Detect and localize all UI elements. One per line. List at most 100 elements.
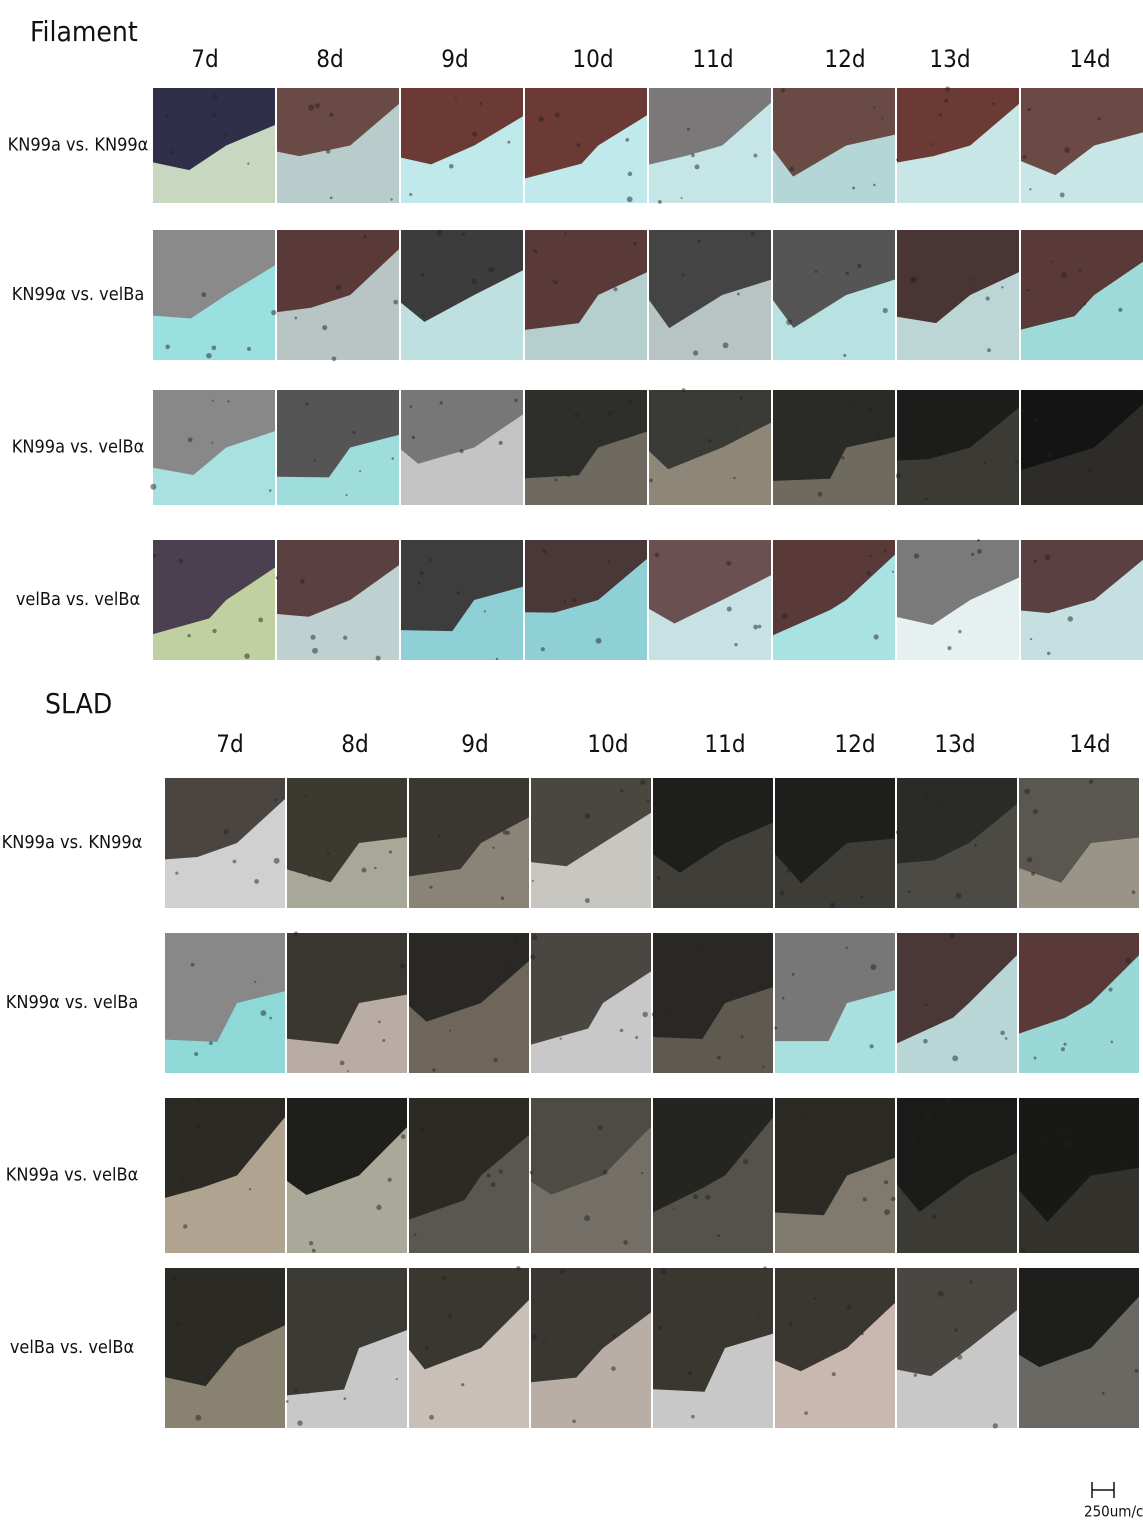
speck (254, 879, 259, 884)
colony (773, 390, 895, 481)
speck (559, 1037, 562, 1040)
speck (305, 402, 309, 406)
speck (949, 933, 956, 939)
speck (957, 1354, 963, 1360)
colony (409, 778, 529, 877)
row-label: KN99α vs. velBa (12, 284, 145, 305)
speck (178, 558, 184, 564)
micrograph (773, 390, 895, 505)
speck (860, 1332, 864, 1336)
colony (409, 1268, 529, 1370)
speck (212, 628, 217, 634)
speck (739, 395, 744, 400)
colony (165, 778, 285, 860)
speck (1026, 288, 1029, 292)
micrograph (287, 778, 407, 908)
speck (388, 850, 393, 854)
speck (514, 398, 518, 402)
speck (884, 414, 889, 418)
row-label: KN99a vs. KN99α (2, 832, 143, 853)
speck (314, 103, 320, 109)
speck (454, 97, 458, 100)
micrograph (775, 778, 895, 909)
micrograph (153, 540, 275, 660)
day-label: 8d (341, 730, 368, 758)
speck (1053, 609, 1056, 612)
speck (716, 1055, 721, 1060)
micrograph (531, 1268, 651, 1428)
speck (1059, 192, 1065, 198)
speck (612, 1334, 617, 1338)
speck (626, 196, 633, 203)
speck (495, 657, 499, 661)
colony (153, 390, 275, 475)
speck (891, 570, 895, 573)
micrograph (774, 933, 895, 1073)
colony (1021, 390, 1143, 471)
speck (781, 613, 788, 620)
day-label: 10d (572, 45, 613, 73)
speck (1063, 1042, 1067, 1046)
micrograph (1019, 933, 1139, 1073)
speck (657, 1325, 663, 1330)
speck (1029, 188, 1032, 191)
speck (883, 1180, 889, 1185)
speck (540, 647, 545, 652)
colony (649, 540, 771, 624)
speck (1050, 260, 1053, 263)
micrograph (649, 88, 771, 204)
speck (308, 1241, 314, 1246)
speck (911, 276, 918, 282)
speck (726, 560, 732, 566)
speck (788, 1322, 793, 1326)
day-label: 13d (929, 45, 970, 73)
speck (843, 353, 847, 357)
speck (329, 112, 334, 117)
speck (311, 1248, 316, 1253)
speck (308, 875, 311, 878)
speck (1134, 1368, 1139, 1373)
colony (1021, 540, 1143, 614)
speck (413, 1233, 417, 1236)
micrograph (773, 540, 895, 660)
speck (633, 241, 637, 246)
speck (331, 356, 337, 362)
speck (498, 440, 503, 445)
speck (774, 1026, 778, 1030)
speck (212, 94, 218, 100)
speck (679, 846, 685, 852)
speck (554, 112, 560, 118)
speck (411, 435, 416, 440)
speck (425, 1345, 429, 1349)
micrograph (401, 88, 523, 203)
speck (304, 794, 308, 798)
colony (775, 1268, 895, 1372)
colony (401, 88, 523, 165)
speck (254, 980, 257, 983)
speck (533, 249, 538, 254)
speck (323, 1105, 327, 1109)
speck (692, 1194, 698, 1200)
micrograph (649, 540, 771, 660)
speck (791, 972, 795, 976)
speck (322, 325, 328, 331)
colony (531, 778, 651, 867)
speck (691, 1414, 695, 1419)
speck (1121, 1163, 1125, 1167)
speck (814, 270, 818, 274)
speck (1061, 1333, 1065, 1337)
speck (1064, 147, 1070, 153)
day-label: 12d (834, 730, 875, 758)
speck (743, 1159, 749, 1165)
micrograph (409, 778, 529, 908)
speck (559, 1268, 566, 1274)
speck (429, 885, 433, 889)
speck (1021, 1247, 1026, 1253)
speck (376, 1204, 382, 1210)
speck (913, 553, 920, 559)
colony (287, 1098, 407, 1195)
speck (681, 388, 686, 392)
speck (1088, 779, 1094, 784)
speck (1029, 637, 1033, 641)
speck (911, 1136, 916, 1141)
